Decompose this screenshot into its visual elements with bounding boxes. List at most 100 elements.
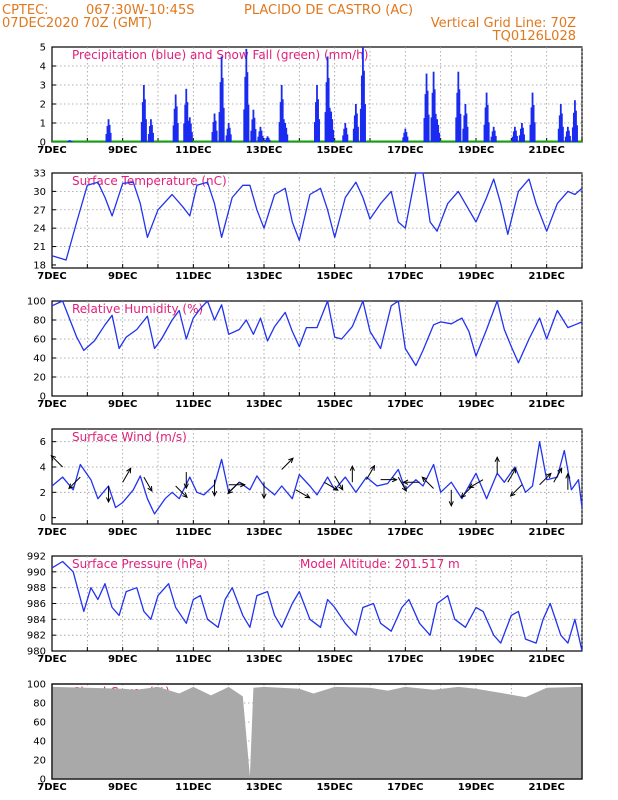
rh-ytick-label: 0 [40, 392, 46, 403]
precip-bar [243, 109, 246, 142]
pressure-xtick-label: 19DEC [458, 654, 494, 665]
wind-arrow-head [338, 484, 344, 491]
cloud-xtick-label: 13DEC [246, 782, 282, 793]
precip-bar [532, 104, 535, 142]
rh-xtick-label: 7DEC [37, 399, 66, 410]
wind-arrow-head [494, 456, 500, 463]
precip-bar [245, 48, 248, 142]
precip-bar [253, 117, 256, 142]
precip-bar [106, 126, 109, 142]
pressure-xtick-label: 17DEC [387, 654, 423, 665]
wind-ytick-label: 6 [40, 437, 46, 448]
precip-bar [406, 136, 409, 142]
pressure-panel: 980 982 984 986 988 990 992 7DEC 9DEC 11DEC 13DEC 1… [27, 552, 583, 665]
precip-bar [148, 126, 151, 142]
precip-bar [437, 124, 440, 142]
temp-ytick-label: 33 [33, 169, 46, 180]
precip-bar [558, 115, 561, 142]
precip-bar [354, 104, 357, 142]
precip-bar [559, 104, 562, 142]
precip-bar [225, 135, 228, 142]
precip-bar [258, 131, 261, 142]
precip-bar [191, 132, 193, 142]
wind-arrow-head [546, 472, 552, 479]
precip-bar [252, 109, 255, 142]
wind-ytick-label: 4 [40, 463, 46, 474]
precip-bar [244, 76, 247, 142]
precip-bar [424, 94, 427, 142]
chart-header: CPTEC: 067:30W-10:45S PLACIDO DE CASTRO … [2, 3, 576, 44]
precip-bar [346, 134, 349, 142]
wind-panel: 0 2 4 6 7DEC 9DEC 11DEC 13DEC 15DEC 17DEC 19DEC 21D… [37, 428, 583, 538]
precip-bar [212, 122, 215, 142]
cloud-frame-top [51, 683, 583, 780]
precip-xtick-label: 17DEC [387, 145, 423, 156]
wind-xtick-label: 9DEC [108, 527, 137, 538]
wind-arrow-head [557, 467, 563, 474]
precip-bar [531, 92, 534, 142]
precip-bar [278, 122, 281, 142]
wind-arrow [510, 484, 523, 497]
precip-bar [283, 128, 286, 142]
rh-ytick-label: 60 [33, 335, 46, 346]
precip-bar [462, 128, 465, 142]
precip-bar [268, 139, 271, 142]
cloud-xtick-label: 15DEC [316, 782, 352, 793]
precip-bar [435, 126, 437, 142]
precip-bar [533, 122, 536, 142]
precip-bar [519, 128, 522, 142]
cloud-ytick-label: 20 [33, 756, 46, 767]
pressure-xtick-label: 9DEC [108, 654, 137, 665]
precip-bar [426, 90, 429, 142]
wind-xtick-label: 21DEC [528, 527, 564, 538]
precip-xtick-label: 11DEC [175, 145, 211, 156]
precip-bar [228, 127, 231, 142]
precip-bar [530, 107, 533, 142]
wind-arrow-head [304, 493, 311, 499]
precip-bar [315, 102, 317, 142]
precip-bar [247, 104, 250, 142]
precip-bar [326, 56, 329, 142]
pressure-ytick-label: 988 [27, 583, 46, 594]
precip-bar [183, 123, 186, 142]
pressure-xtick-label: 11DEC [175, 654, 211, 665]
wind-arrow-head [105, 497, 112, 504]
precip-bar [281, 99, 284, 142]
precip-bar [313, 122, 316, 142]
precip-bar [284, 123, 287, 142]
precip-bar [362, 47, 364, 142]
temp-xtick-label: 13DEC [246, 271, 282, 282]
wind-arrow-head [147, 485, 153, 492]
wind-arrow-head [370, 464, 376, 471]
precip-xtick-label: 9DEC [108, 145, 137, 156]
precip-xtick-label: 7DEC [37, 145, 66, 156]
precip-bar [332, 129, 335, 142]
precip-bar [568, 130, 570, 142]
precip-bar [522, 127, 524, 142]
precip-bar [455, 117, 458, 142]
precip-bar [515, 130, 517, 142]
precip-bar [343, 128, 346, 142]
temp-xtick-label: 21DEC [528, 271, 564, 282]
wind-title: Surface Wind (m/s) [72, 430, 187, 444]
precip-bar [329, 120, 331, 142]
precip-bar [184, 104, 187, 142]
cloud-ytick-label: 100 [27, 680, 46, 691]
precip-ytick-label: 4 [40, 62, 46, 73]
precip-bar [218, 112, 221, 142]
precip-bar [363, 70, 365, 142]
wind-xtick-label: 17DEC [387, 527, 423, 538]
precip-bar [516, 135, 518, 142]
precip-bar [569, 135, 571, 142]
wind-arrow-head [332, 485, 339, 491]
temp-ytick-label: 27 [33, 205, 46, 216]
precip-bar [357, 126, 359, 142]
precip-bar [186, 102, 189, 142]
precip-ytick-label: 5 [40, 43, 46, 54]
precip-bar [344, 123, 347, 142]
cloud-xtick-label: 9DEC [108, 782, 137, 793]
rh-xtick-label: 15DEC [316, 399, 352, 410]
precip-bar [229, 134, 232, 142]
precip-bar [457, 71, 460, 142]
precip-bar [68, 140, 71, 142]
